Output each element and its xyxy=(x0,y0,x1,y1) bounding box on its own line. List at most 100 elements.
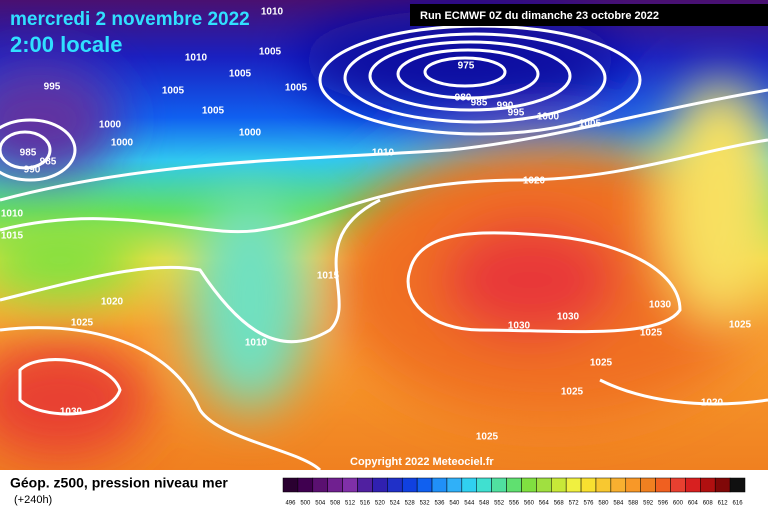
isobar-label: 1030 xyxy=(60,407,83,418)
colorbar-label: 496 xyxy=(285,501,296,507)
isobar-label: 990 xyxy=(24,165,41,176)
colorbar-swatch xyxy=(580,477,597,493)
isobar-label: 1005 xyxy=(202,106,225,117)
isobar-label: 990 xyxy=(497,101,514,112)
isobar-label: 985 xyxy=(40,157,57,168)
colorbar-swatch xyxy=(387,477,403,493)
lead: (+240h) xyxy=(14,494,52,506)
colorbar-swatch xyxy=(625,477,641,493)
isobar-label: 1025 xyxy=(590,358,613,369)
colorbar-label: 532 xyxy=(420,501,431,507)
colorbar-label: 564 xyxy=(539,501,550,507)
colorbar-swatch xyxy=(401,477,418,493)
isobars xyxy=(0,24,768,472)
colorbar-swatch xyxy=(297,477,314,493)
colorbar-label: 552 xyxy=(494,501,505,507)
isobar-label: 1025 xyxy=(640,328,663,339)
colorbar: 496 500 504 508 512 516 520 524 528 532 536 540 544 5… xyxy=(282,477,746,507)
colorbar-label: 568 xyxy=(554,501,565,507)
isobar-label: 975 xyxy=(458,61,475,72)
isobar-label: 1000 xyxy=(111,138,134,149)
isobar-label: 1010 xyxy=(261,7,284,18)
colorbar-swatch xyxy=(431,477,448,493)
isobar-label: 1030 xyxy=(557,312,580,323)
isobar-label: 1020 xyxy=(701,398,724,409)
isobar-label: 1025 xyxy=(729,320,752,331)
colorbar-label: 528 xyxy=(405,501,416,507)
isobar-label: 995 xyxy=(44,82,61,93)
isobar-label: 1010 xyxy=(1,209,24,220)
colorbar-swatch xyxy=(491,477,507,493)
colorbar-swatch xyxy=(714,477,731,493)
isobar-label: 1000 xyxy=(99,120,122,131)
colorbar-swatch xyxy=(551,477,567,493)
isobar-label: 1020 xyxy=(101,297,124,308)
isobar-label: 1000 xyxy=(537,112,560,123)
colorbar-label: 504 xyxy=(315,501,326,507)
colorbar-label: 536 xyxy=(434,501,445,507)
isobar-label: 1025 xyxy=(561,387,584,398)
isobar-label: 1005 xyxy=(259,47,282,58)
colorbar-swatch xyxy=(685,477,701,493)
colorbar-label: 512 xyxy=(345,501,356,507)
colorbar-label: 508 xyxy=(330,501,341,507)
colorbar-swatch xyxy=(461,477,477,493)
isobar-label: 1005 xyxy=(162,86,185,97)
colorbar-label: 612 xyxy=(718,501,729,507)
colorbar-label: 572 xyxy=(569,501,580,507)
isobar-label: 1010 xyxy=(372,148,395,159)
copyright: Copyright 2022 Meteociel.fr xyxy=(350,456,494,468)
colorbar-swatch xyxy=(700,477,716,493)
isobar-label: 1005 xyxy=(229,69,252,80)
colorbar-swatch xyxy=(476,477,492,493)
run-box xyxy=(410,4,768,26)
colorbar-swatch xyxy=(729,477,746,493)
colorbar-label: 580 xyxy=(598,501,609,507)
colorbar-swatch xyxy=(521,477,537,493)
colorbar-label: 592 xyxy=(643,501,654,507)
isobar-label: 1000 xyxy=(239,128,262,139)
colorbar-swatch xyxy=(327,477,343,493)
colorbar-label: 596 xyxy=(658,501,669,507)
colorbar-label: 548 xyxy=(479,501,490,507)
colorbar-swatch xyxy=(610,477,627,493)
colorbar-swatch xyxy=(416,477,433,493)
colorbar-swatch xyxy=(655,477,671,493)
date: mercredi 2 novembre 2022 xyxy=(10,9,250,30)
footer-title: Géop. z500, pression niveau mer xyxy=(10,475,228,491)
time: 2:00 locale xyxy=(10,32,123,57)
colorbar-swatch xyxy=(595,477,612,493)
colorbar-label: 540 xyxy=(449,501,460,507)
colorbar-swatch xyxy=(565,477,582,493)
colorbar-label: 520 xyxy=(375,501,386,507)
isobar-label: 1025 xyxy=(71,318,94,329)
colorbar-swatch xyxy=(640,477,656,493)
run: Run ECMWF 0Z du dimanche 23 octobre 2022 xyxy=(420,10,659,22)
isobar-label: 1005 xyxy=(579,119,602,130)
colorbar-label: 600 xyxy=(673,501,684,507)
colorbar-swatch xyxy=(670,477,686,493)
colorbar-label: 608 xyxy=(703,501,714,507)
colorbar-swatch xyxy=(372,477,388,493)
colorbar-swatch xyxy=(446,477,463,493)
isobar-label: 1015 xyxy=(1,231,24,242)
colorbar-swatch xyxy=(282,477,299,493)
colorbar-swatch xyxy=(357,477,373,493)
colorbar-swatch xyxy=(536,477,552,493)
isobar-label: 985 xyxy=(20,148,37,159)
colorbar-swatch xyxy=(506,477,522,493)
colorbar-label: 516 xyxy=(360,501,371,507)
isobar-label: 1030 xyxy=(649,300,672,311)
colorbar-label: 556 xyxy=(509,501,520,507)
fields xyxy=(0,10,768,460)
colorbar-label: 576 xyxy=(584,501,595,507)
colorbar-swatch xyxy=(342,477,358,493)
isobar-label: 1025 xyxy=(476,432,499,443)
isobar-label: 995 xyxy=(508,108,525,119)
isobar-label: 1010 xyxy=(185,53,208,64)
colorbar-swatch xyxy=(312,477,328,493)
isobar-label: 1010 xyxy=(245,338,268,349)
